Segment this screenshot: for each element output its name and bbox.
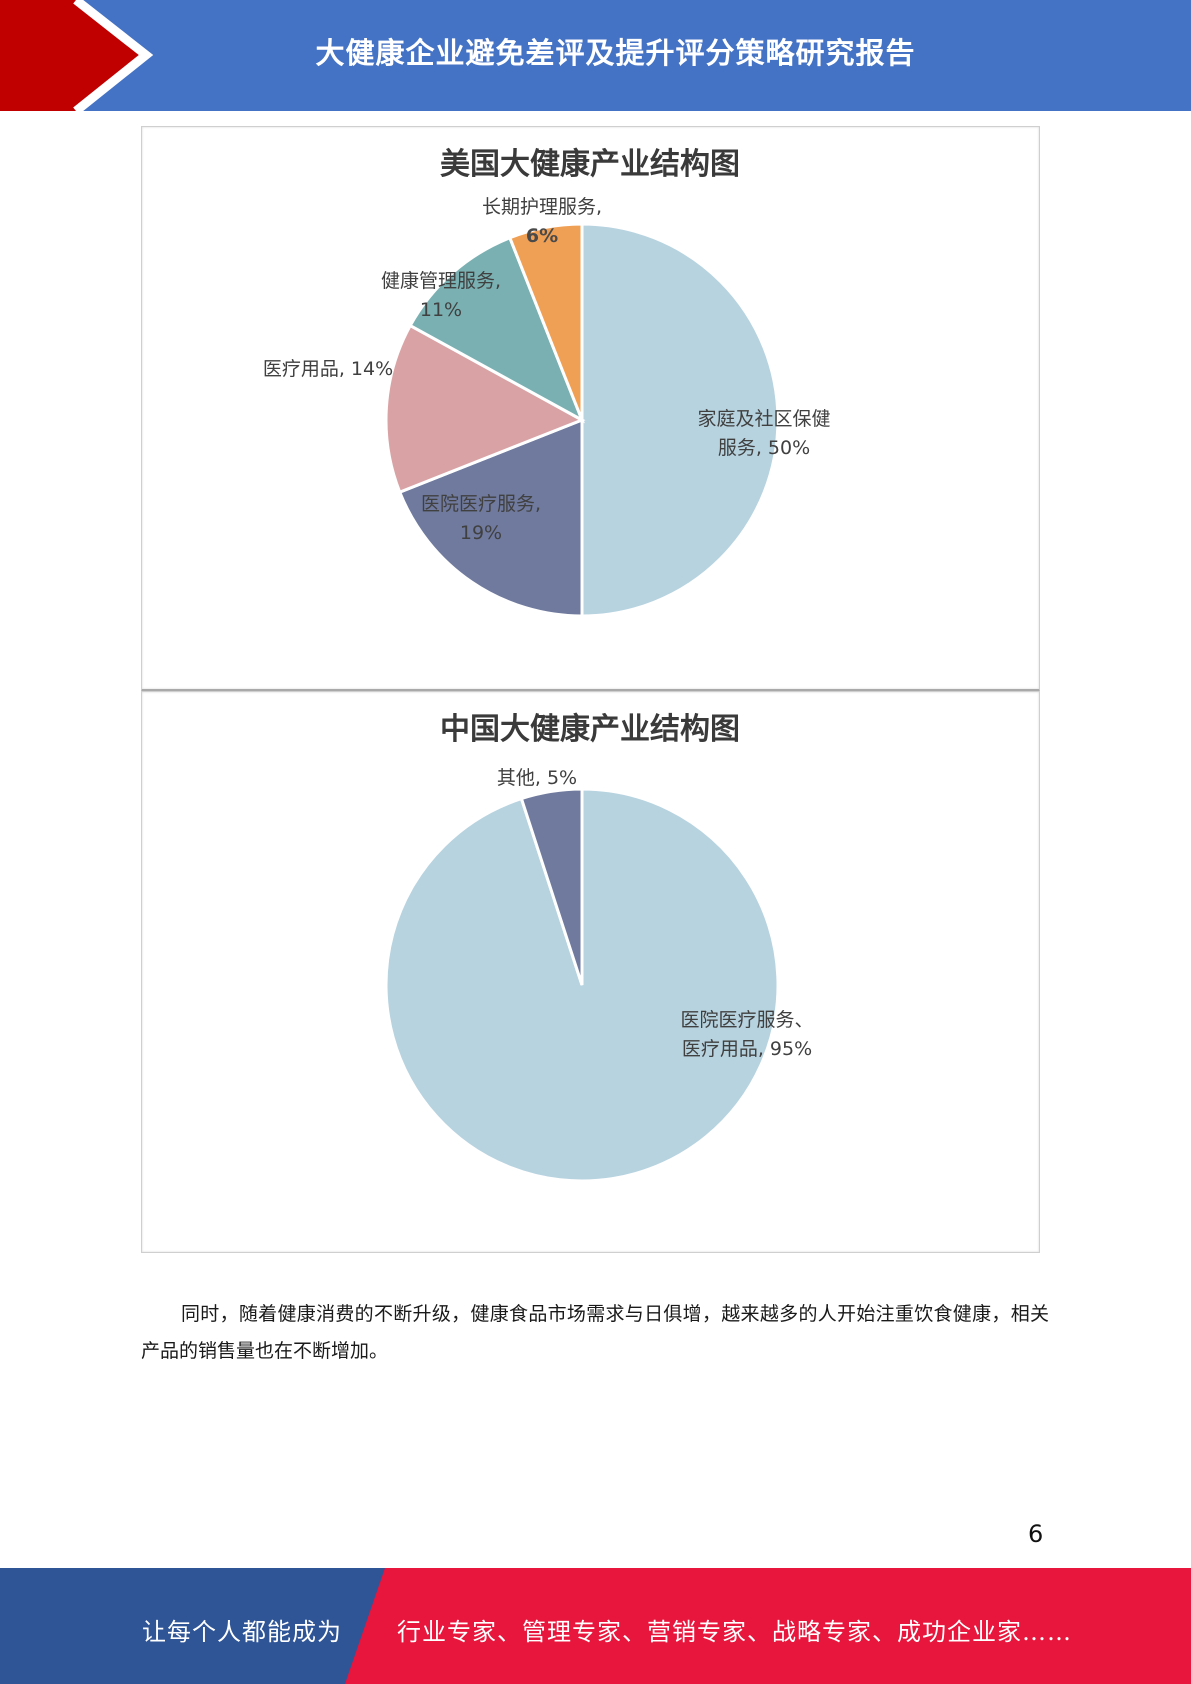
pie-slice-label: 医院医疗服务、 bbox=[680, 1009, 813, 1031]
pie-slice bbox=[397, 417, 584, 618]
footer-slogan: 让每个人都能成为 bbox=[142, 1618, 342, 1646]
pie-slice bbox=[507, 222, 584, 421]
pie-slice bbox=[519, 787, 584, 986]
page-header: 大健康企业避免差评及提升评分策略研究报告 bbox=[0, 0, 1191, 111]
pie-slice bbox=[580, 222, 780, 618]
pie-slice-label: 医院医疗服务, bbox=[421, 493, 541, 515]
report-title: 大健康企业避免差评及提升评分策略研究报告 bbox=[315, 36, 916, 70]
pie-slice-label: 11% bbox=[420, 299, 462, 321]
page-footer: 让每个人都能成为 行业专家、管理专家、营销专家、战略专家、成功企业家…… bbox=[0, 1568, 1191, 1684]
us-chart-title: 美国大健康产业结构图 bbox=[440, 147, 740, 182]
us-health-industry-chart: 美国大健康产业结构图 家庭及社区保健 服务, 50% 医院医疗服务, 19% 医疗用品,… bbox=[141, 126, 1040, 692]
china-health-industry-chart: 中国大健康产业结构图 医院医疗服务、 医疗用品, 95% 其他, 5% bbox=[141, 691, 1040, 1253]
china-pie-chart: 中国大健康产业结构图 医院医疗服务、医疗用品, 95% 其他, 5% bbox=[384, 712, 814, 1183]
pie-slice-label: 长期护理服务, bbox=[482, 196, 602, 218]
pie-slice-label: 其他, 5% bbox=[497, 767, 577, 789]
pie-slice-label: 服务, 50% bbox=[718, 437, 810, 459]
pie-slice-label: 家庭及社区保健 bbox=[697, 408, 830, 430]
pie-slice bbox=[384, 323, 586, 495]
pie-slice-label: 6% bbox=[526, 225, 558, 247]
pie-slice bbox=[408, 235, 585, 424]
body-paragraph: 同时，随着健康消费的不断升级，健康食品市场需求与日俱增，越来越多的人开始注重饮食… bbox=[141, 1303, 1049, 1362]
china-chart-title: 中国大健康产业结构图 bbox=[440, 712, 740, 747]
pie-slice-label: 19% bbox=[460, 522, 502, 544]
footer-background bbox=[0, 1568, 1191, 1684]
pie-slice-label: 医疗用品, 14% bbox=[263, 358, 393, 380]
header-arrow-decoration bbox=[0, 0, 154, 111]
pie-slice-label: 健康管理服务, bbox=[381, 270, 501, 292]
pie-slice-label: 医疗用品, 95% bbox=[682, 1038, 812, 1060]
footer-expert-list: 行业专家、管理专家、营销专家、战略专家、成功企业家…… bbox=[397, 1618, 1072, 1646]
page-number: 6 bbox=[1028, 1520, 1044, 1548]
